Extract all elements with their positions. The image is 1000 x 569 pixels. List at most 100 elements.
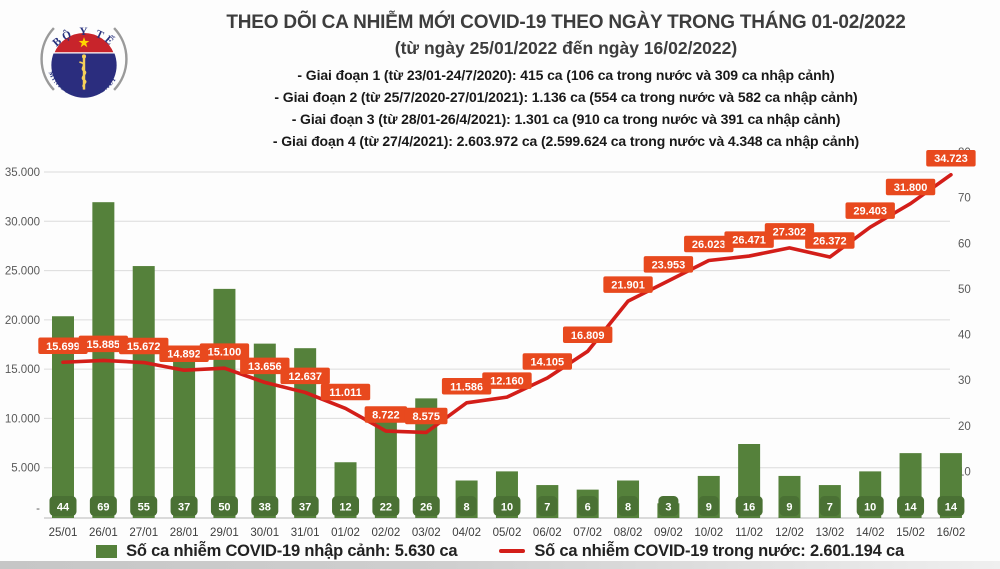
bar-value-label-box (698, 496, 719, 516)
x-tick-label: 26/01 (89, 527, 118, 539)
line-series (61, 172, 953, 435)
bar-value-label-box (897, 496, 925, 516)
bar-value-label: 14 (945, 502, 958, 514)
x-tick-label: 25/01 (49, 527, 78, 539)
left-axis-tick: 25.000 (5, 266, 40, 278)
page-subtitle: (từ ngày 25/01/2022 đến ngày 16/02/2022) (394, 38, 738, 58)
left-axis-tick: 30.000 (5, 216, 40, 228)
star-icon (78, 37, 90, 48)
legend-label-domestic: Số ca nhiễm COVID-19 trong nước: 2.601.1… (534, 541, 904, 560)
line-value-label: 16.809 (571, 330, 605, 342)
x-tick-label: 02/02 (371, 527, 400, 539)
bar-value-label: 10 (864, 502, 876, 514)
line-value-label-box (482, 372, 532, 389)
line-value-label-box (845, 202, 895, 219)
line-value-label-box (562, 326, 613, 344)
line-value-label: 12.637 (288, 371, 322, 383)
ministry-of-health-logo: BỘ Y TẾ MINISTRY OF HEALTH (33, 8, 128, 99)
bar-value-label-box (372, 496, 400, 516)
line-value-label-box (441, 378, 492, 395)
x-tick-label: 08/02 (614, 527, 643, 539)
line-value-label-box (38, 337, 88, 355)
line-value-label-box (404, 407, 448, 425)
legend-label-imported: Số ca nhiễm COVID-19 nhập cảnh: 5.630 ca (126, 541, 458, 560)
line-value-label-box (320, 383, 371, 401)
right-axis-tick: 40 (958, 330, 971, 342)
bar-value-label: 6 (585, 502, 591, 514)
left-axis-tick: 5.000 (11, 463, 40, 475)
bar (52, 316, 74, 518)
line-value-label-box (724, 231, 774, 248)
line-value-label: 11.586 (450, 381, 483, 393)
line-value-label: 29.403 (853, 206, 887, 218)
bar-value-label: 38 (259, 502, 271, 514)
bar-value-label: 12 (339, 502, 351, 514)
line-value-label: 14.105 (530, 356, 564, 368)
bar-value-label: 69 (97, 502, 109, 514)
x-tick-label: 14/02 (856, 527, 885, 539)
bar-value-label-box (49, 496, 77, 516)
line-value-label-box (364, 406, 408, 423)
phase-2-line: - Giai đoạn 2 (từ 25/7/2020-27/01/2021):… (274, 89, 858, 105)
line-swatch-icon (499, 549, 526, 553)
bar-value-label-box (493, 496, 521, 516)
line-value-label: 23.953 (652, 259, 686, 271)
line-value-label-box (684, 235, 734, 253)
bar-value-label: 10 (501, 502, 513, 514)
line-value-label: 8.575 (412, 411, 440, 423)
bar (213, 288, 236, 518)
line-value-label-box (805, 232, 855, 249)
bar-value-label-box (658, 496, 679, 516)
x-tick-label: 13/02 (815, 527, 844, 539)
x-tick-label: 05/02 (493, 527, 522, 539)
x-tick-label: 30/01 (250, 527, 279, 539)
right-axis-tick: 20 (958, 421, 971, 433)
line-value-label-box (643, 256, 694, 273)
right-axis-tick: 70 (958, 193, 971, 205)
line-value-label-box (159, 345, 209, 362)
line-value-label: 26.471 (732, 235, 766, 247)
line-value-label: 14.892 (167, 349, 201, 361)
line-value-label: 31.800 (894, 182, 928, 194)
bar-value-label: 7 (827, 502, 833, 514)
x-tick-label: 01/02 (331, 527, 360, 539)
left-axis-tick: 20.000 (5, 315, 40, 327)
logo-ring-right (113, 27, 128, 91)
x-tick-label: 07/02 (573, 527, 602, 539)
x-tick-label: 27/01 (129, 527, 158, 539)
line-value-label-box (119, 337, 169, 355)
left-axis-tick: 10.000 (5, 413, 40, 425)
x-tick-label: 31/01 (291, 527, 320, 539)
line-value-label: 15.885 (87, 339, 121, 351)
chart-header: THEO DÕI CA NHIỄM MỚI COVID-19 THEO NGÀY… (140, 10, 992, 152)
right-axis-tick: 60 (958, 238, 971, 250)
phase-summary: - Giai đoạn 1 (từ 23/01-24/7/2020): 415 … (140, 64, 992, 152)
bar-value-label-box (937, 496, 965, 516)
bar-value-label: 8 (625, 502, 631, 514)
bar (253, 343, 276, 518)
line-value-label-box (240, 357, 290, 375)
bar-value-label: 7 (544, 502, 550, 514)
x-tick-label: 03/02 (412, 527, 441, 539)
left-axis-zero-tick: - (36, 503, 40, 515)
line-value-label: 26.023 (692, 239, 726, 251)
line-value-label: 8.722 (372, 410, 400, 422)
x-tick-label: 06/02 (533, 527, 562, 539)
left-axis-tick: 15.000 (5, 364, 40, 376)
x-tick-label: 28/01 (170, 527, 199, 539)
line-value-label: 13.656 (248, 361, 282, 373)
bar-value-label: 22 (380, 502, 392, 514)
line-value-label: 27.302 (773, 226, 807, 238)
x-tick-label: 29/01 (210, 527, 239, 539)
right-axis-tick: 30 (958, 375, 971, 387)
bar-value-label: 14 (904, 502, 917, 514)
bar-value-label: 9 (706, 502, 712, 514)
bar-value-label: 44 (57, 502, 70, 514)
bar-value-label-box (577, 496, 598, 516)
legend-item-domestic: Số ca nhiễm COVID-19 trong nước: 2.601.1… (499, 542, 904, 561)
bar-value-label-box (291, 496, 319, 516)
bar-value-label: 37 (299, 502, 311, 514)
bar (374, 416, 397, 518)
bar-swatch-icon (96, 544, 118, 558)
bar-value-label-box (210, 496, 238, 516)
